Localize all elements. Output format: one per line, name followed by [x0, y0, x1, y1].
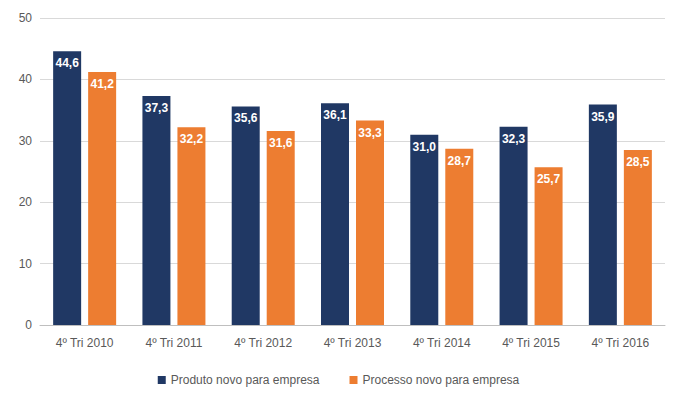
svg-text:41,2: 41,2	[90, 77, 114, 91]
svg-text:4º Tri 2016: 4º Tri 2016	[591, 336, 649, 350]
svg-text:30: 30	[19, 134, 33, 148]
svg-text:37,3: 37,3	[145, 101, 169, 115]
svg-text:40: 40	[19, 72, 33, 86]
svg-text:20: 20	[19, 195, 33, 209]
svg-text:36,1: 36,1	[323, 108, 347, 122]
svg-text:31,0: 31,0	[413, 140, 437, 154]
svg-text:33,3: 33,3	[358, 126, 382, 140]
svg-text:Produto novo para empresa: Produto novo para empresa	[171, 373, 320, 387]
svg-text:35,9: 35,9	[591, 110, 615, 124]
svg-text:50: 50	[19, 11, 33, 25]
svg-text:28,7: 28,7	[448, 154, 472, 168]
svg-text:Processo novo para empresa: Processo novo para empresa	[363, 373, 520, 387]
svg-text:35,6: 35,6	[234, 111, 258, 125]
svg-text:4º Tri 2014: 4º Tri 2014	[413, 336, 471, 350]
svg-text:25,7: 25,7	[537, 172, 561, 186]
svg-text:28,5: 28,5	[626, 155, 650, 169]
svg-text:31,6: 31,6	[269, 136, 293, 150]
svg-text:4º Tri 2012: 4º Tri 2012	[234, 336, 292, 350]
svg-text:4º Tri 2010: 4º Tri 2010	[56, 336, 114, 350]
svg-text:0: 0	[25, 318, 32, 332]
svg-text:4º Tri 2011: 4º Tri 2011	[145, 336, 202, 350]
svg-text:44,6: 44,6	[55, 56, 79, 70]
svg-text:10: 10	[19, 257, 33, 271]
svg-text:4º Tri 2013: 4º Tri 2013	[324, 336, 382, 350]
svg-text:4º Tri 2015: 4º Tri 2015	[502, 336, 560, 350]
svg-text:32,2: 32,2	[180, 132, 204, 146]
svg-text:32,3: 32,3	[502, 132, 526, 146]
